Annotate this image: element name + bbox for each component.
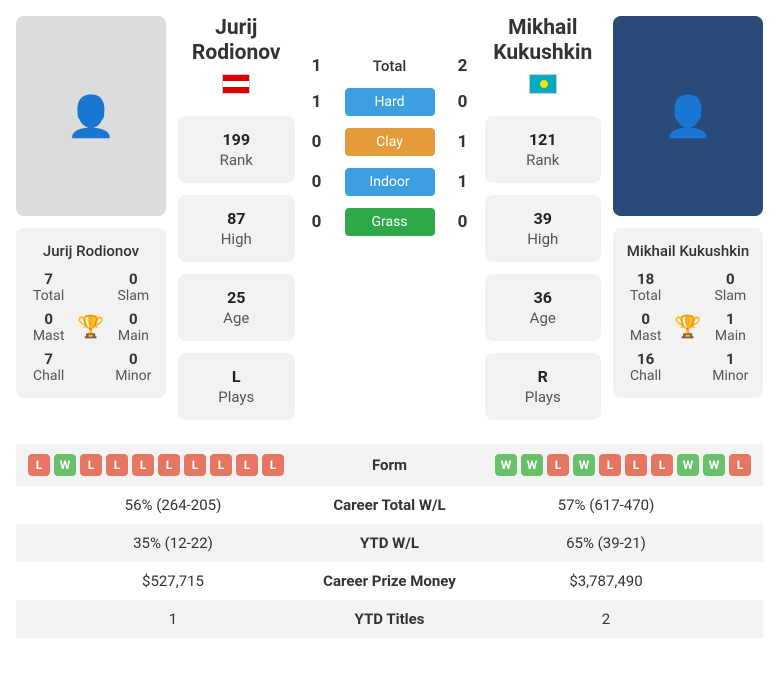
surface-indoor: Indoor <box>345 168 435 196</box>
player2-name-line1: Mikhail <box>485 16 602 41</box>
form-loss-badge: L <box>262 454 284 476</box>
form-loss-badge: L <box>132 454 154 476</box>
surface-clay: Clay <box>345 128 435 156</box>
trophy-icon: 🏆 <box>77 315 104 340</box>
surface-grass: Grass <box>345 208 435 236</box>
form-win-badge: W <box>521 454 543 476</box>
form-loss-badge: L <box>547 454 569 476</box>
h2h-total-row: 1 Total 2 <box>307 56 473 76</box>
player2-titles-card: Mikhail Kukushkin 18Total 0Slam 0Mast 🏆 … <box>613 228 763 398</box>
player1-name-line1: Jurij <box>178 16 295 41</box>
player2-column: 👤 Mikhail Kukushkin 18Total 0Slam 0Mast … <box>613 16 763 398</box>
player1-high-card: 87High <box>178 195 295 262</box>
player2-form: WWLWLLLWWL <box>461 454 751 476</box>
form-win-badge: W <box>495 454 517 476</box>
row-career-total: 56% (264-205) Career Total W/L 57% (617-… <box>16 486 763 524</box>
trophy-icon: 🏆 <box>674 315 701 340</box>
form-loss-badge: L <box>158 454 180 476</box>
player2-stats: Mikhail Kukushkin 121Rank 39High 36Age R… <box>485 16 602 420</box>
player2-rank-card: 121Rank <box>485 116 602 183</box>
player1-stats: Jurij Rodionov 199Rank 87High 25Age LPla… <box>178 16 295 420</box>
form-loss-badge: L <box>651 454 673 476</box>
form-win-badge: W <box>54 454 76 476</box>
row-ytd-wl: 35% (12-22) YTD W/L 65% (39-21) <box>16 524 763 562</box>
h2h-grass-row: 0 Grass 0 <box>307 208 473 236</box>
player1-titles-card: Jurij Rodionov 7Total 0Slam 0Mast 🏆 0Mai… <box>16 228 166 398</box>
form-loss-badge: L <box>236 454 258 476</box>
form-loss-badge: L <box>28 454 50 476</box>
player2-age-card: 36Age <box>485 274 602 341</box>
player1-age-card: 25Age <box>178 274 295 341</box>
row-form: LWLLLLLLLL Form WWLWLLLWWL <box>16 444 763 486</box>
player2-flag <box>529 74 557 94</box>
player2-photo: 👤 <box>613 16 763 216</box>
form-loss-badge: L <box>106 454 128 476</box>
player2-name-line2: Kukushkin <box>485 41 602 66</box>
form-loss-badge: L <box>599 454 621 476</box>
h2h-indoor-row: 0 Indoor 1 <box>307 168 473 196</box>
player2-name-small: Mikhail Kukushkin <box>621 242 755 260</box>
player1-name-line2: Rodionov <box>178 41 295 66</box>
player1-photo: 👤 <box>16 16 166 216</box>
form-win-badge: W <box>677 454 699 476</box>
form-loss-badge: L <box>210 454 232 476</box>
player2-plays-card: RPlays <box>485 353 602 420</box>
comparison-header: 👤 Jurij Rodionov 7Total 0Slam 0Mast 🏆 0M… <box>16 16 763 420</box>
player1-flag <box>222 74 250 94</box>
h2h-clay-row: 0 Clay 1 <box>307 128 473 156</box>
row-ytd-titles: 1 YTD Titles 2 <box>16 600 763 638</box>
form-win-badge: W <box>573 454 595 476</box>
player1-form: LWLLLLLLLL <box>28 454 318 476</box>
form-loss-badge: L <box>729 454 751 476</box>
form-win-badge: W <box>703 454 725 476</box>
player2-high-card: 39High <box>485 195 602 262</box>
player1-rank-card: 199Rank <box>178 116 295 183</box>
player1-plays-card: LPlays <box>178 353 295 420</box>
form-loss-badge: L <box>625 454 647 476</box>
h2h-column: 1 Total 2 1 Hard 0 0 Clay 1 0 Indoor 1 0… <box>307 16 473 236</box>
surface-hard: Hard <box>345 88 435 116</box>
player1-name-small: Jurij Rodionov <box>24 242 158 260</box>
player1-column: 👤 Jurij Rodionov 7Total 0Slam 0Mast 🏆 0M… <box>16 16 166 398</box>
form-loss-badge: L <box>80 454 102 476</box>
stats-table: LWLLLLLLLL Form WWLWLLLWWL 56% (264-205)… <box>16 444 763 638</box>
row-prize: $527,715 Career Prize Money $3,787,490 <box>16 562 763 600</box>
form-loss-badge: L <box>184 454 206 476</box>
h2h-hard-row: 1 Hard 0 <box>307 88 473 116</box>
